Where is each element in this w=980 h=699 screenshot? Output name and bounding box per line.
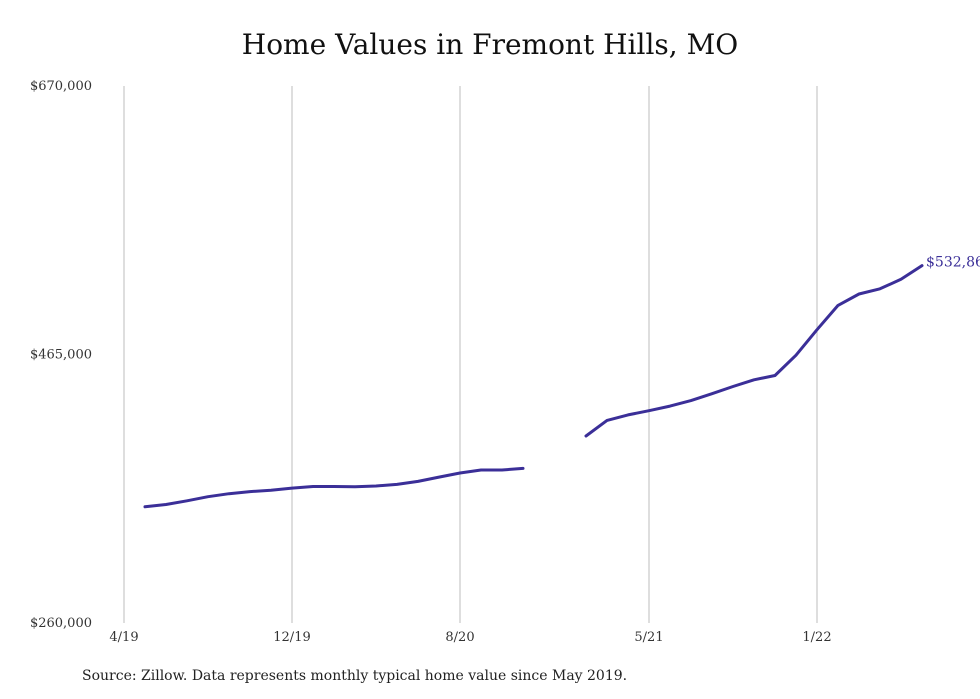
x-tick-label: 8/20	[445, 630, 474, 645]
series-line-segment-0	[143, 466, 525, 509]
y-tick-label: $465,000	[30, 348, 92, 363]
x-axis-ticks: 4/19 12/19 8/20 5/21 1/22	[109, 630, 831, 645]
x-tick-label: 5/21	[634, 630, 663, 645]
source-note: Source: Zillow. Data represents monthly …	[82, 668, 628, 684]
chart-title: Home Values in Fremont Hills, MO	[241, 28, 739, 61]
x-tick-label: 12/19	[273, 630, 310, 645]
line-chart: $260,000 $465,000 $670,000 4/19 12/19 8/20 5/…	[30, 79, 980, 645]
series-lines	[143, 264, 924, 509]
gridlines	[123, 86, 818, 623]
x-tick-label: 4/19	[109, 630, 138, 645]
y-tick-label: $670,000	[30, 79, 92, 94]
y-axis-ticks: $260,000 $465,000 $670,000	[30, 79, 92, 631]
series-line-segment-1	[584, 264, 924, 438]
y-tick-label: $260,000	[30, 616, 92, 631]
last-value-label: $532,860	[926, 255, 980, 271]
x-tick-label: 1/22	[802, 630, 831, 645]
